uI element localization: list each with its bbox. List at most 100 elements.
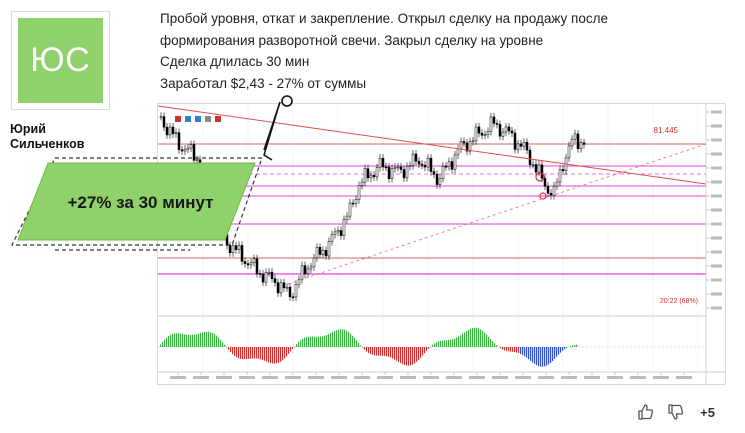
histogram-bar bbox=[528, 347, 530, 360]
candle-body bbox=[216, 224, 220, 229]
candle-body bbox=[558, 169, 562, 183]
time-tick-label bbox=[515, 376, 531, 379]
candle-body bbox=[336, 230, 340, 233]
histogram-bar bbox=[288, 347, 290, 354]
histogram-bar bbox=[538, 347, 540, 367]
candle-body bbox=[315, 247, 319, 259]
candle-body bbox=[228, 245, 232, 253]
candle-body bbox=[417, 160, 421, 165]
candle-body bbox=[420, 163, 424, 166]
histogram-bar bbox=[334, 331, 336, 347]
histogram-bar bbox=[364, 347, 366, 350]
histogram-bar bbox=[432, 344, 434, 347]
candle-body bbox=[204, 169, 208, 180]
candle-body bbox=[540, 164, 544, 179]
time-tick-label bbox=[538, 376, 554, 379]
histogram-bar bbox=[412, 347, 414, 365]
histogram-bar bbox=[274, 347, 276, 364]
axis-tick-label bbox=[711, 138, 722, 142]
histogram-bar bbox=[414, 347, 416, 364]
histogram-bar bbox=[366, 347, 368, 352]
candle-body bbox=[483, 134, 487, 136]
histogram-bar bbox=[382, 347, 384, 356]
histogram-bar bbox=[444, 340, 446, 347]
author-first-name: Юрий bbox=[10, 122, 46, 136]
candle-body bbox=[444, 165, 448, 168]
histogram-bar bbox=[168, 336, 170, 347]
candle-body bbox=[450, 161, 454, 170]
histogram-bar bbox=[354, 338, 356, 347]
time-tick-label bbox=[423, 376, 439, 379]
candle-body bbox=[174, 132, 178, 135]
candle-body bbox=[480, 132, 484, 136]
histogram-bar bbox=[420, 347, 422, 358]
time-tick-label bbox=[354, 376, 370, 379]
histogram-bar bbox=[558, 347, 560, 355]
histogram-bar bbox=[314, 336, 316, 347]
candle-body bbox=[330, 234, 334, 242]
histogram-bar bbox=[186, 334, 188, 347]
histogram-bar bbox=[482, 330, 484, 347]
time-tick-label bbox=[308, 376, 324, 379]
histogram-bar bbox=[410, 347, 412, 366]
candle-body bbox=[477, 126, 481, 134]
histogram-bar bbox=[332, 332, 334, 347]
candle-body bbox=[363, 168, 367, 183]
author-name[interactable]: Юрий Сильченков bbox=[10, 122, 120, 152]
histogram-bar bbox=[446, 340, 448, 347]
histogram-bar bbox=[180, 333, 182, 347]
candle-body bbox=[546, 186, 550, 194]
histogram-bar bbox=[182, 333, 184, 347]
thumbs-up-icon[interactable] bbox=[636, 402, 656, 422]
candle-body bbox=[570, 138, 574, 147]
candle-body bbox=[390, 168, 394, 179]
candle-body bbox=[456, 148, 460, 156]
candle-body bbox=[537, 164, 541, 173]
histogram-bar bbox=[392, 347, 394, 359]
histogram-bar bbox=[522, 347, 524, 355]
toolbar-icon bbox=[195, 116, 201, 122]
histogram-bar bbox=[398, 347, 400, 362]
candle-body bbox=[504, 126, 508, 133]
histogram-bar bbox=[534, 347, 536, 364]
candle-body bbox=[402, 169, 406, 179]
candle-body bbox=[303, 265, 307, 274]
histogram-bar bbox=[166, 337, 168, 347]
post-line: Пробой уровня, откат и закрепление. Откр… bbox=[160, 11, 608, 26]
histogram-bar bbox=[526, 347, 528, 358]
histogram-bar bbox=[348, 332, 350, 347]
candle-body bbox=[495, 123, 499, 125]
candle-body bbox=[168, 126, 172, 136]
histogram-bar bbox=[442, 340, 444, 347]
callout-banner: +27% за 30 минут bbox=[67, 193, 214, 212]
histogram-bar bbox=[524, 347, 526, 357]
time-tick-label bbox=[377, 376, 393, 379]
histogram-bar bbox=[376, 347, 378, 356]
avatar[interactable]: ЮС bbox=[11, 11, 110, 110]
thumbs-down-icon[interactable] bbox=[666, 402, 686, 422]
chart-screenshot[interactable]: 81.445 20:22 (68%) bbox=[157, 103, 726, 385]
time-tick-label bbox=[630, 376, 646, 379]
toolbar-icon bbox=[205, 116, 211, 122]
avatar-initials: ЮС bbox=[18, 18, 103, 103]
histogram-bar bbox=[252, 347, 254, 359]
histogram-bar bbox=[280, 347, 282, 362]
exit-marker bbox=[539, 192, 547, 200]
histogram-bar bbox=[346, 330, 348, 347]
toolbar-icon bbox=[215, 116, 221, 122]
candle-body bbox=[189, 144, 193, 149]
histogram-bar bbox=[512, 347, 514, 352]
candle-body bbox=[447, 161, 451, 167]
histogram-bar bbox=[422, 347, 424, 356]
resistance-trendline bbox=[158, 105, 707, 185]
time-tick-label bbox=[492, 376, 508, 379]
histogram-bar bbox=[270, 347, 272, 364]
histogram-bar bbox=[456, 337, 458, 347]
axis-tick-label bbox=[711, 180, 722, 184]
histogram-bar bbox=[336, 330, 338, 347]
histogram-bar bbox=[544, 347, 546, 367]
candle-body bbox=[399, 166, 403, 170]
histogram-bar bbox=[564, 347, 566, 350]
histogram-bar bbox=[486, 334, 488, 347]
histogram-bar bbox=[556, 347, 558, 357]
